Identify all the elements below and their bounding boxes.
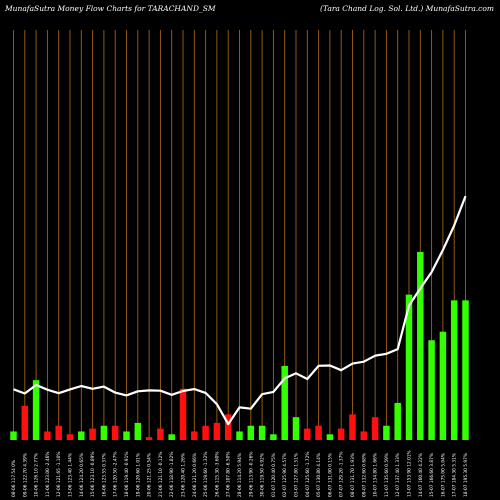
x-tick-label: 18-07 195.30 5.97% — [463, 453, 469, 497]
x-tick-label: 02-07 125.90 4.57% — [282, 453, 288, 497]
money-flow-bar — [89, 428, 96, 440]
x-tick-label: 14-07 160.40 4.22% — [418, 453, 424, 497]
x-tick-label: 13-07 153.90 12.01% — [407, 450, 413, 497]
money-flow-bar — [168, 434, 175, 440]
money-flow-bar — [304, 428, 311, 440]
chart-source: (Tara Chand Log. Sol. Ltd.) MunafaSutra.… — [320, 4, 494, 13]
money-flow-bar — [349, 414, 356, 440]
x-tick-label: 22-06 118.90 -1.82% — [169, 452, 175, 497]
x-tick-label: 17-07 184.30 5.31% — [452, 453, 458, 497]
x-tick-label: 03-07 127.80 1.51% — [294, 453, 300, 497]
x-tick-label: 23-06 120.40 1.26% — [181, 453, 187, 497]
money-flow-bar — [100, 425, 108, 440]
x-tick-label: 25-06 119.60 -1.32% — [203, 452, 209, 497]
money-flow-bar — [462, 300, 469, 440]
x-tick-label: 15-07 166.60 3.87% — [429, 453, 435, 497]
money-flow-bar — [247, 425, 255, 440]
x-tick-label: 14-06 124.20 0.65% — [79, 453, 85, 497]
x-tick-label: 15-06 123.10 -0.89% — [90, 452, 96, 497]
money-flow-bar — [78, 431, 85, 440]
money-flow-bar — [191, 431, 198, 440]
x-tick-label: 29-06 113.90 -0.26% — [248, 452, 254, 497]
x-tick-label: 06-07 131.00 0.15% — [327, 453, 333, 497]
money-flow-bar — [55, 425, 62, 440]
money-flow-bar — [157, 428, 164, 440]
x-tick-label: 20-06 121.25 0.54% — [147, 453, 153, 497]
money-flow-bar — [315, 425, 322, 440]
chart-title: MunafaSutra Money Flow Charts for TARACH… — [5, 4, 216, 13]
money-flow-bar — [44, 431, 51, 440]
x-tick-label: 27-06 107.80 -6.50% — [226, 452, 232, 497]
x-tick-label: 09-06 122.70 4.39% — [22, 453, 28, 497]
x-tick-label: 16-06 123.55 0.37% — [101, 453, 107, 497]
x-tick-label: 01-07 120.40 0.75% — [271, 453, 277, 497]
money-flow-bar — [213, 422, 221, 440]
money-flow-bar — [66, 434, 74, 440]
x-tick-label: 26-06 115.30 -3.60% — [214, 452, 220, 497]
x-tick-label: 30-06 119.50 4.92% — [260, 453, 266, 497]
x-tick-label: 24-06 121.20 0.66% — [192, 453, 198, 497]
x-tick-label: 04-07 125.60 -1.72% — [305, 452, 311, 497]
x-tick-label: 07-07 129.20 -1.37% — [339, 452, 345, 497]
money-flow-bar — [270, 434, 277, 440]
x-tick-label: 13-06 123.40 1.44% — [68, 453, 74, 497]
money-flow-bar — [32, 380, 40, 440]
x-tick-label: 18-06 119.40 -0.91% — [124, 452, 130, 497]
money-flow-bar — [236, 431, 243, 440]
money-flow-bar — [383, 425, 390, 440]
money-flow-bar — [292, 417, 300, 440]
x-tick-label: 05-07 130.80 4.14% — [316, 453, 322, 497]
x-tick-label: 08-07 131.70 1.93% — [350, 453, 356, 497]
money-flow-bar — [111, 425, 119, 440]
x-tick-label: 19-06 120.60 1.01% — [135, 453, 141, 497]
x-tick-label: 08-06 117.54 0% — [11, 460, 17, 497]
price-line — [13, 195, 467, 426]
x-tick-label: 09-07 132.60 0.68% — [361, 453, 367, 497]
x-tick-label: 21-06 121.10 -0.12% — [158, 452, 164, 497]
money-flow-bar — [202, 425, 209, 440]
x-tick-label: 28-06 114.20 5.94% — [237, 453, 243, 497]
money-flow-bar — [145, 437, 153, 440]
x-tick-label: 10-07 134.80 1.66% — [373, 453, 379, 497]
x-tick-label: 11-07 135.60 0.59% — [384, 453, 390, 497]
money-flow-bar — [439, 331, 447, 440]
money-flow-bar — [258, 425, 266, 440]
money-flow-bar — [281, 365, 288, 440]
money-flow-bar — [450, 300, 458, 440]
money-flow-bar — [21, 405, 29, 440]
money-flow-bar — [405, 294, 413, 440]
money-flow-bar — [417, 251, 424, 440]
x-tick-label: 11-06 123.00 -2.46% — [45, 452, 51, 497]
money-flow-bar — [428, 340, 435, 440]
x-tick-label: 12-07 137.40 1.33% — [395, 453, 401, 497]
x-tick-label: 16-07 175.00 5.04% — [440, 453, 446, 497]
money-flow-bar — [10, 431, 17, 440]
money-flow-bar — [179, 388, 187, 440]
money-flow-bar — [371, 417, 379, 440]
money-flow-bar — [394, 402, 401, 440]
money-flow-bar — [326, 434, 334, 440]
money-flow-bar — [337, 428, 345, 440]
x-tick-label: 12-06 121.65 -1.10% — [56, 452, 62, 497]
money-flow-bar — [360, 431, 368, 440]
money-flow-bar — [224, 414, 232, 440]
money-flow-bar — [134, 422, 142, 440]
money-flow-bar — [123, 431, 130, 440]
x-tick-label: 17-06 120.50 -2.47% — [113, 452, 119, 497]
x-tick-label: 10-06 126.10 2.77% — [34, 453, 40, 497]
